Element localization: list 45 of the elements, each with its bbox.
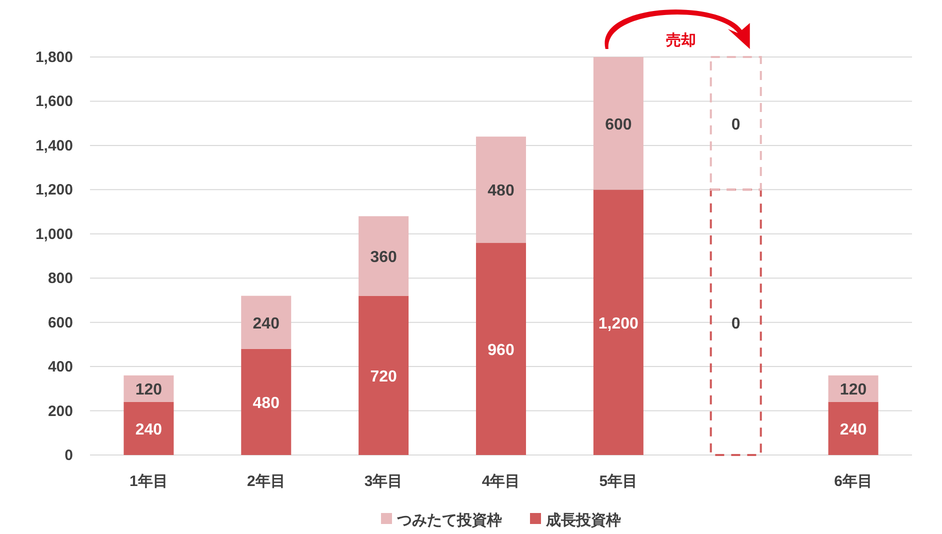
x-tick-label: 1年目 [130,473,168,490]
text: 売却 [666,32,696,49]
y-tick-label: 800 [48,270,73,288]
x-tick-label: 3年目 [364,473,403,490]
y-tick-label: 1,600 [35,93,73,110]
data-label: 240 [840,421,867,438]
data-label: 360 [370,249,398,266]
bar [358,216,409,296]
y-tick-label: 1,000 [35,226,73,243]
y-tick-label: 0 [64,447,73,464]
data-label: 120 [840,382,867,399]
bar [358,296,409,455]
y-tick-label: 200 [48,402,73,420]
bar [710,188,762,456]
data-label: 240 [252,315,280,332]
y-tick-label: 400 [48,358,73,376]
annotation: 0 [731,116,740,134]
y-tick-label: 1,400 [35,137,73,154]
bar [593,57,644,190]
x-tick-label: 4年目 [482,473,520,490]
bar [828,402,878,455]
bar [241,348,292,455]
bar [710,56,762,191]
bar [124,402,174,455]
x-tick-label: 5年目 [599,473,638,490]
x-tick-label: 2年目 [246,473,286,490]
data-label: 960 [488,342,514,359]
legend-label: つみたて投資枠 [396,512,502,529]
data-label: 1,200 [598,315,639,332]
data-label: 480 [252,394,280,412]
data-label: 720 [370,368,398,386]
data-label: 120 [135,382,162,399]
data-label: 480 [488,182,514,200]
bar [476,136,526,243]
bar [241,296,292,349]
y-tick-label: 1,800 [35,49,73,66]
bar [476,242,526,455]
annotation: 0 [731,315,740,332]
data-label: 240 [135,421,162,438]
y-tick-label: 600 [48,314,73,332]
y-tick-label: 1,200 [35,182,73,199]
x-tick-label: 6年目 [834,473,872,490]
data-label: 600 [605,116,632,134]
bar [593,190,644,455]
legend-label: 成長投資枠 [545,512,621,529]
